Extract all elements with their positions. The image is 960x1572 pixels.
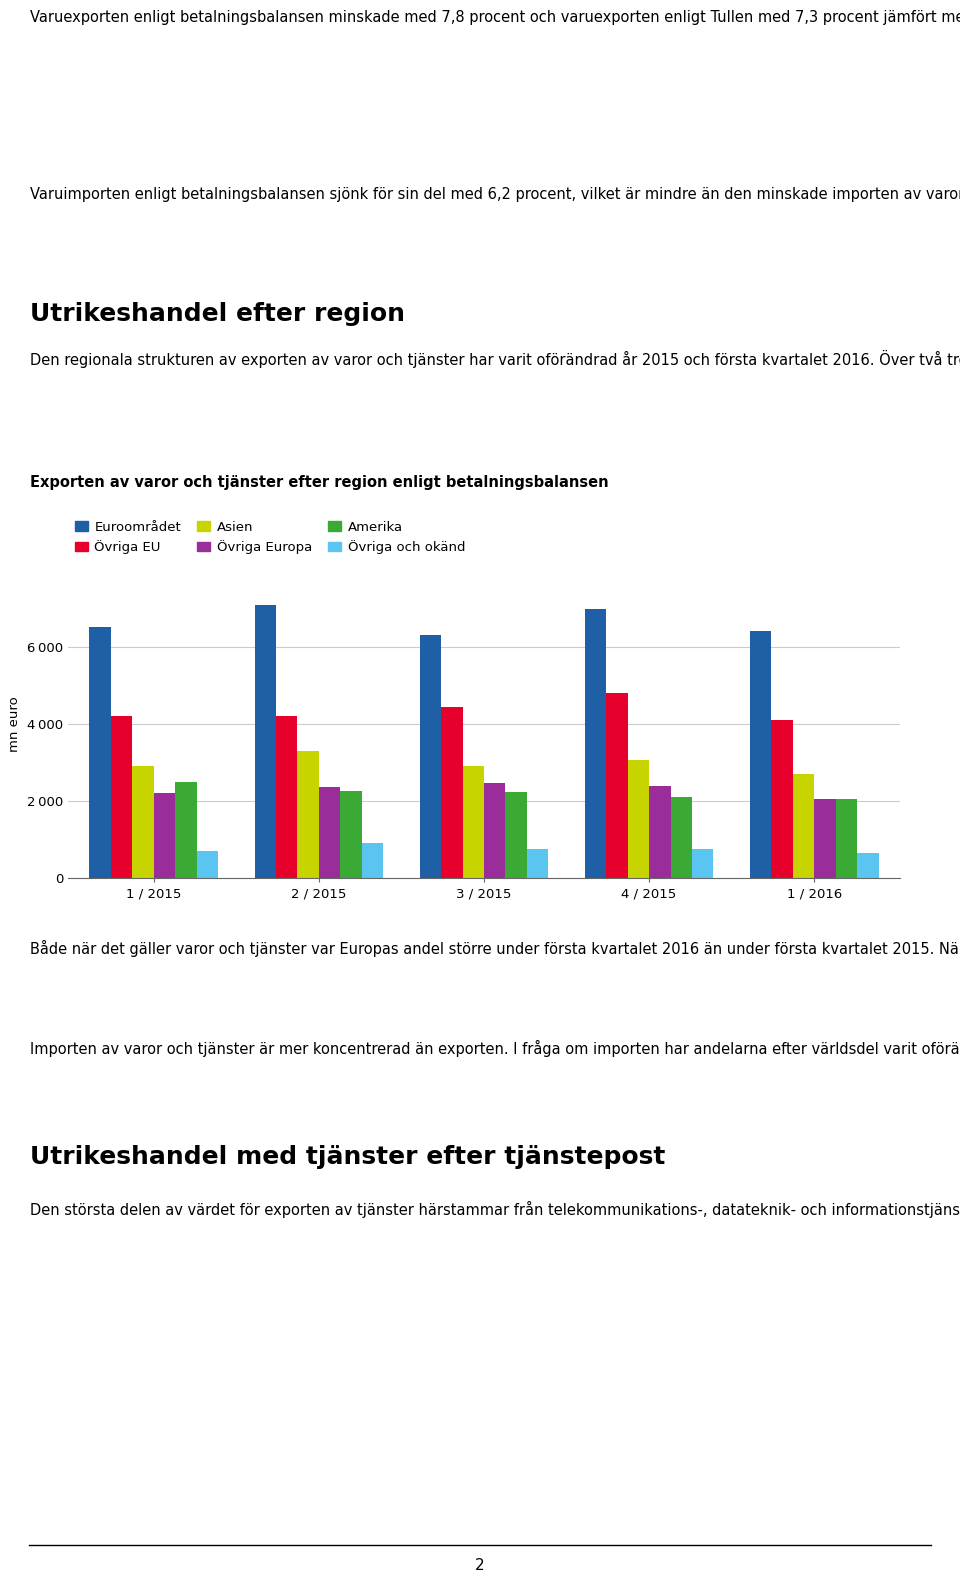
Text: Importen av varor och tjänster är mer koncentrerad än exporten. I fråga om impor: Importen av varor och tjänster är mer ko…	[30, 1041, 960, 1056]
Bar	[298, 751, 319, 879]
Text: Den största delen av värdet för exporten av tjänster härstammar från telekommuni: Den största delen av värdet för exporten…	[30, 1199, 960, 1218]
Bar	[649, 786, 670, 879]
Bar	[814, 799, 835, 879]
Text: Exporten av varor och tjänster efter region enligt betalningsbalansen: Exporten av varor och tjänster efter reg…	[30, 475, 609, 490]
Bar	[484, 783, 506, 879]
Text: Den regionala strukturen av exporten av varor och tjänster har varit oförändrad : Den regionala strukturen av exporten av …	[30, 351, 960, 368]
Bar	[857, 854, 878, 879]
Bar	[276, 715, 298, 879]
Bar	[606, 693, 628, 879]
Bar	[197, 850, 218, 879]
Text: Både när det gäller varor och tjänster var Europas andel större under första kva: Både när det gäller varor och tjänster v…	[30, 940, 960, 957]
Bar	[176, 781, 197, 879]
Bar	[692, 849, 713, 879]
Bar	[750, 630, 771, 879]
Bar	[771, 720, 793, 879]
Text: 2: 2	[475, 1558, 485, 1572]
Legend: Euroområdet, Övriga EU, Asien, Övriga Europa, Amerika, Övriga och okänd: Euroområdet, Övriga EU, Asien, Övriga Eu…	[75, 520, 466, 555]
Bar	[254, 605, 276, 879]
Bar	[441, 707, 463, 879]
Bar	[835, 799, 857, 879]
Y-axis label: mn euro: mn euro	[9, 696, 21, 751]
Text: Varuexporten enligt betalningsbalansen minskade med 7,8 procent och varuexporten: Varuexporten enligt betalningsbalansen m…	[30, 8, 960, 25]
Bar	[793, 773, 814, 879]
Text: Varuimporten enligt betalningsbalansen sjönk för sin del med 6,2 procent, vilket: Varuimporten enligt betalningsbalansen s…	[30, 185, 960, 203]
Text: Utrikeshandel med tjänster efter tjänstepost: Utrikeshandel med tjänster efter tjänste…	[30, 1144, 665, 1170]
Bar	[154, 794, 176, 879]
Bar	[506, 792, 527, 879]
Bar	[670, 797, 692, 879]
Bar	[420, 635, 441, 879]
Bar	[111, 717, 132, 879]
Bar	[585, 608, 606, 879]
Text: Utrikeshandel efter region: Utrikeshandel efter region	[30, 302, 405, 325]
Bar	[628, 761, 649, 879]
Bar	[319, 788, 341, 879]
Bar	[341, 791, 362, 879]
Bar	[527, 849, 548, 879]
Bar	[89, 627, 111, 879]
Bar	[463, 766, 484, 879]
Bar	[132, 766, 154, 879]
Bar	[362, 843, 383, 879]
